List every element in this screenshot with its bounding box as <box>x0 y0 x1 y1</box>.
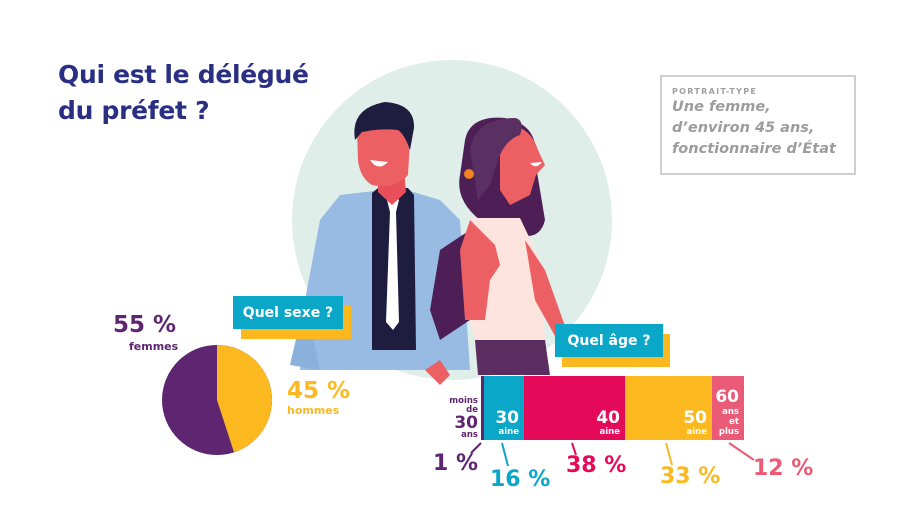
hommes-percent: 45 % <box>287 378 351 404</box>
title-line-2: du préfet ? <box>52 94 218 127</box>
portrait-line-1: Une femme, <box>672 99 771 115</box>
bar-seg-60plus: 60 ans et plus <box>712 376 744 440</box>
age-stacked-bar: 30 aine 40 aine 50 aine 60 ans et plus <box>481 376 744 440</box>
age-question-label: Quel âge ? <box>555 324 663 357</box>
bar-seg-40aine: 40 aine <box>524 376 625 440</box>
seg-50-num: 50 <box>683 408 707 428</box>
seg-60-label2: et <box>729 417 739 427</box>
portrait-line-2: d’environ 45 ans, <box>672 120 815 136</box>
portrait-type-box: PORTRAIT-TYPE Une femme, d’environ 45 an… <box>660 75 856 175</box>
bar-seg-under30 <box>481 376 484 440</box>
woman-figure-icon <box>430 117 570 375</box>
hommes-label: hommes <box>287 404 340 417</box>
title-line-1: Qui est le délégué <box>52 58 317 91</box>
seg-50-label: aine <box>686 427 707 437</box>
seg-40-label: aine <box>599 427 620 437</box>
seg-40-num: 40 <box>596 408 620 428</box>
seg-60-label3: plus <box>718 427 739 437</box>
under-30-l1: moins <box>449 396 478 406</box>
seg-60-num: 60 <box>715 387 739 407</box>
50aine-percent: 33 % <box>660 464 721 489</box>
under-30-l2: de <box>466 405 478 415</box>
30aine-percent: 16 % <box>490 467 551 492</box>
bar-seg-50aine: 50 aine <box>625 376 712 440</box>
portrait-line-3: fonctionnaire d’État <box>672 141 836 157</box>
title-text-2: du préfet ? <box>58 96 210 125</box>
under-30-label: moins de 30 ans <box>440 397 478 440</box>
under-30-l4: ans <box>461 430 478 440</box>
femmes-percent: 55 % <box>113 312 177 338</box>
sex-pie-chart <box>162 345 272 455</box>
60plus-percent: 12 % <box>753 456 814 481</box>
seg-30-num: 30 <box>495 408 519 428</box>
bar-seg-30aine: 30 aine <box>484 376 524 440</box>
sex-question-label: Quel sexe ? <box>233 296 343 329</box>
title-text-1: Qui est le délégué <box>58 60 309 89</box>
seg-30-label: aine <box>498 427 519 437</box>
40aine-percent: 38 % <box>566 453 627 478</box>
femmes-label: femmes <box>129 340 179 353</box>
seg-60-label1: ans <box>722 407 739 417</box>
under-30-l3: 30 <box>454 413 478 433</box>
pie-slice-hommes <box>217 345 272 453</box>
under30-percent: 1 % <box>433 451 479 476</box>
portrait-kicker: PORTRAIT-TYPE <box>672 87 758 96</box>
